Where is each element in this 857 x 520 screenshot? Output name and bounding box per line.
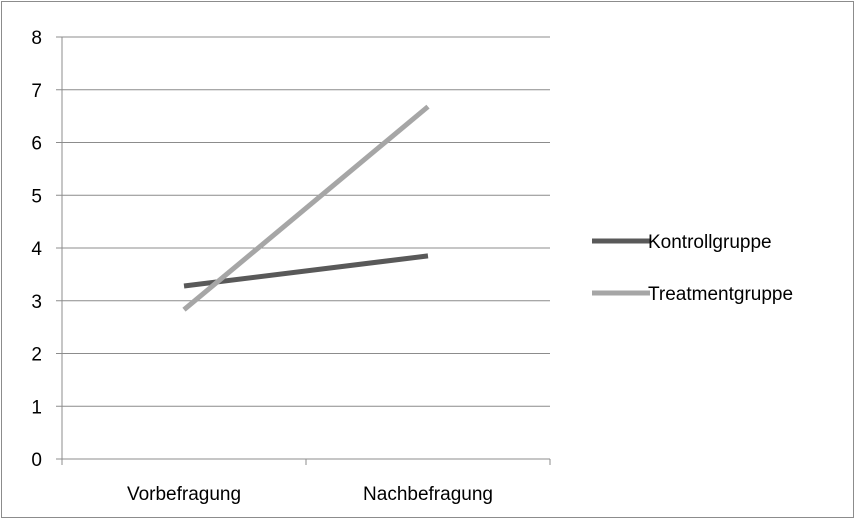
legend-label: Treatmentgruppe — [648, 284, 793, 305]
series-line-kontrollgruppe — [183, 253, 429, 289]
y-tick-label: 2 — [31, 345, 42, 366]
y-tick-label: 1 — [31, 397, 42, 418]
legend-label: Kontrollgruppe — [648, 232, 772, 253]
y-tick-label: 3 — [31, 292, 42, 313]
y-tick-label: 4 — [31, 239, 42, 260]
legend: Kontrollgruppe Treatmentgruppe — [592, 232, 793, 305]
gridlines — [62, 36, 550, 407]
y-tick-label: 7 — [31, 81, 42, 102]
x-tick-labels: Vorbefragung Nachbefragung — [127, 484, 493, 505]
x-tick-label: Nachbefragung — [363, 484, 493, 505]
y-tick-label: 8 — [31, 28, 42, 49]
axes — [56, 36, 551, 465]
y-tick-label: 5 — [31, 186, 42, 207]
y-tick-label: 6 — [31, 134, 42, 155]
y-tick-label: 0 — [31, 450, 42, 471]
series-line-treatmentgruppe — [182, 104, 430, 312]
x-tick-label: Vorbefragung — [127, 484, 241, 505]
y-tick-labels: 0 1 2 3 4 5 6 7 8 — [31, 28, 42, 471]
series-lines — [182, 104, 430, 312]
